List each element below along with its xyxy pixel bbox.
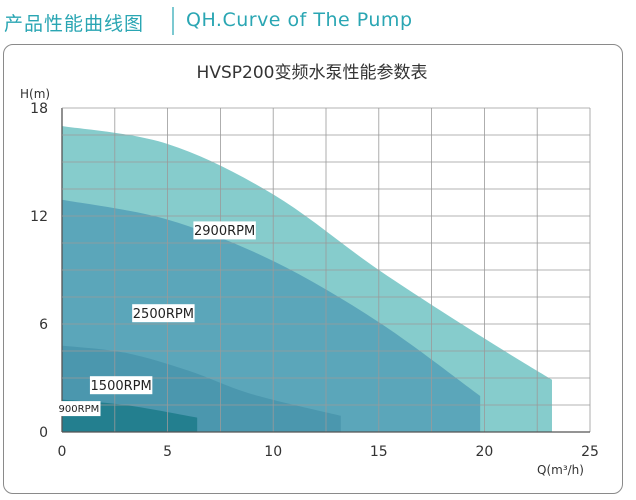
y-axis-label: H(m) bbox=[20, 87, 50, 101]
series-areas bbox=[62, 126, 552, 432]
series-label-box bbox=[57, 401, 101, 417]
x-tick-label: 20 bbox=[475, 444, 493, 460]
header-title-cn: 产品性能曲线图 bbox=[4, 13, 145, 35]
series-label-box bbox=[89, 376, 153, 395]
series-label-box bbox=[132, 304, 195, 323]
chart-frame bbox=[3, 44, 623, 494]
header-title-en: QH.Curve of The Pump bbox=[186, 9, 413, 31]
series-label-box bbox=[193, 221, 256, 240]
x-tick-label: 10 bbox=[264, 444, 282, 460]
y-tick-label: 18 bbox=[30, 101, 48, 117]
page-header: 产品性能曲线图 QH.Curve of The Pump bbox=[0, 0, 636, 40]
series-label-900rpm: 900RPM bbox=[59, 404, 100, 415]
y-tick-label: 6 bbox=[39, 317, 48, 333]
x-tick-label: 0 bbox=[58, 444, 67, 460]
series-label-2500rpm: 2500RPM bbox=[133, 307, 194, 322]
x-tick-label: 5 bbox=[163, 444, 172, 460]
series-labels: 2900RPM 2500RPM 1500RPM 900RPM bbox=[57, 221, 256, 417]
grid-lines bbox=[61, 107, 591, 433]
y-tick-label: 0 bbox=[39, 425, 48, 441]
y-tick-label: 12 bbox=[30, 209, 48, 225]
x-tick-label: 25 bbox=[581, 444, 599, 460]
x-tick-label: 15 bbox=[370, 444, 388, 460]
x-axis-label: Q(m³/h) bbox=[537, 463, 584, 477]
header-separator bbox=[172, 7, 174, 35]
series-label-2900rpm: 2900RPM bbox=[194, 224, 255, 239]
chart-title: HVSP200变频水泵性能参数表 bbox=[197, 63, 428, 83]
tick-labels: 0 5 10 15 20 25 0 6 12 18 bbox=[30, 101, 599, 460]
series-label-1500rpm: 1500RPM bbox=[91, 379, 152, 394]
